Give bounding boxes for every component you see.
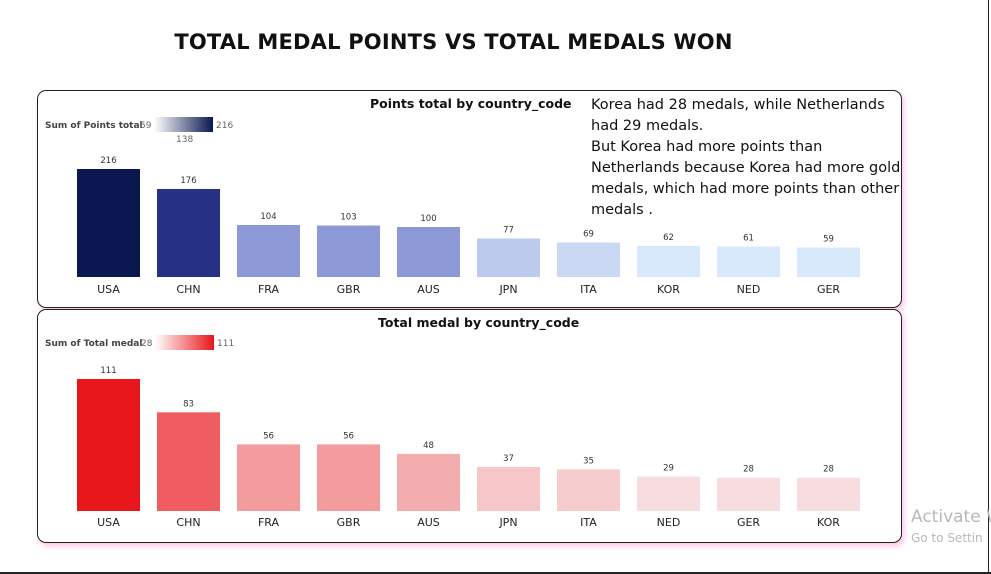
medals-data-label: 28: [743, 465, 754, 475]
medals-data-label: 83: [183, 399, 194, 409]
medals-legend-max: 111: [217, 339, 235, 349]
points-data-label: 69: [583, 230, 594, 240]
medals-bar-ger[interactable]: [717, 477, 780, 511]
medals-data-label: 35: [583, 456, 594, 466]
points-bar-chn[interactable]: [157, 189, 220, 277]
points-legend-min: 59: [140, 121, 152, 131]
medals-category-label: KOR: [817, 516, 840, 529]
points-category-label: GER: [817, 283, 840, 296]
window-right-border: [988, 0, 989, 574]
medals-bar-ita[interactable]: [557, 469, 620, 511]
window-bottom-border: [0, 572, 991, 574]
points-legend-gradient: [154, 117, 213, 132]
medals-category-label: AUS: [417, 516, 440, 529]
medals-data-label: 56: [263, 431, 274, 441]
points-chart-title: Points total by country_code: [370, 96, 572, 111]
medals-data-label: 28: [823, 465, 834, 475]
points-bar-usa[interactable]: [77, 169, 140, 277]
points-bar-ned[interactable]: [717, 246, 780, 278]
activate-windows-settings-hint: Go to Settin: [911, 531, 983, 545]
medals-category-label: GER: [737, 516, 760, 529]
medals-category-label: FRA: [258, 516, 280, 529]
medals-category-label: GBR: [337, 516, 361, 529]
medals-category-label: USA: [97, 516, 120, 529]
page-title: TOTAL MEDAL POINTS VS TOTAL MEDALS WON: [174, 30, 733, 54]
points-data-label: 59: [823, 235, 834, 245]
points-data-label: 61: [743, 234, 754, 244]
points-category-label: USA: [97, 283, 120, 296]
points-bar-aus[interactable]: [397, 227, 460, 277]
points-category-label: NED: [737, 283, 761, 296]
points-category-label: ITA: [580, 283, 597, 296]
points-data-label: 216: [100, 156, 116, 166]
medals-category-label: NED: [657, 516, 681, 529]
points-bar-gbr[interactable]: [317, 225, 380, 278]
points-category-label: CHN: [176, 283, 200, 296]
points-data-label: 103: [340, 213, 356, 223]
medals-bar-usa[interactable]: [77, 379, 140, 511]
medals-bar-gbr[interactable]: [317, 444, 380, 511]
medals-bar-aus[interactable]: [397, 453, 460, 511]
points-legend-mid: 138: [176, 135, 194, 145]
points-category-label: JPN: [498, 283, 517, 296]
medals-data-label: 48: [423, 441, 434, 451]
points-data-label: 62: [663, 233, 674, 243]
medals-bar-jpn[interactable]: [477, 467, 540, 511]
points-category-label: GBR: [337, 283, 361, 296]
points-category-label: FRA: [258, 283, 280, 296]
annotation-paragraph-1: Korea had 28 medals, while Netherlands h…: [591, 97, 885, 134]
points-bar-kor[interactable]: [637, 246, 700, 277]
medals-data-label: 37: [503, 454, 514, 464]
points-bar-fra[interactable]: [237, 225, 300, 277]
points-legend-label: Sum of Points total: [45, 121, 143, 131]
medals-legend-min: 28: [141, 339, 153, 349]
points-bar-ger[interactable]: [797, 247, 860, 278]
medals-legend-gradient: [155, 335, 214, 350]
medals-chart-title: Total medal by country_code: [378, 315, 580, 330]
points-category-label: KOR: [657, 283, 680, 296]
points-bar-jpn[interactable]: [477, 238, 540, 278]
medals-category-label: JPN: [498, 516, 517, 529]
medals-category-label: ITA: [580, 516, 597, 529]
points-legend-max: 216: [216, 121, 234, 131]
activate-windows-watermark: Activate W: [911, 507, 991, 527]
medals-data-label: 29: [663, 464, 674, 474]
points-category-label: AUS: [417, 283, 440, 296]
medals-bar-chn[interactable]: [157, 412, 220, 511]
annotation-textbox: Korea had 28 medals, while Netherlands h…: [591, 95, 901, 221]
medals-bar-ned[interactable]: [637, 476, 700, 511]
points-bar-ita[interactable]: [557, 242, 620, 278]
medals-data-label: 111: [100, 366, 116, 376]
medals-data-label: 56: [343, 431, 354, 441]
points-data-label: 176: [180, 176, 196, 186]
points-data-label: 100: [420, 214, 436, 224]
medals-bar-kor[interactable]: [797, 477, 860, 511]
medals-legend-label: Sum of Total medal: [45, 339, 143, 349]
points-data-label: 104: [260, 212, 276, 222]
annotation-paragraph-2: But Korea had more points than Netherlan…: [591, 139, 901, 218]
medals-category-label: CHN: [176, 516, 200, 529]
medals-bar-fra[interactable]: [237, 444, 300, 511]
points-data-label: 77: [503, 226, 514, 236]
